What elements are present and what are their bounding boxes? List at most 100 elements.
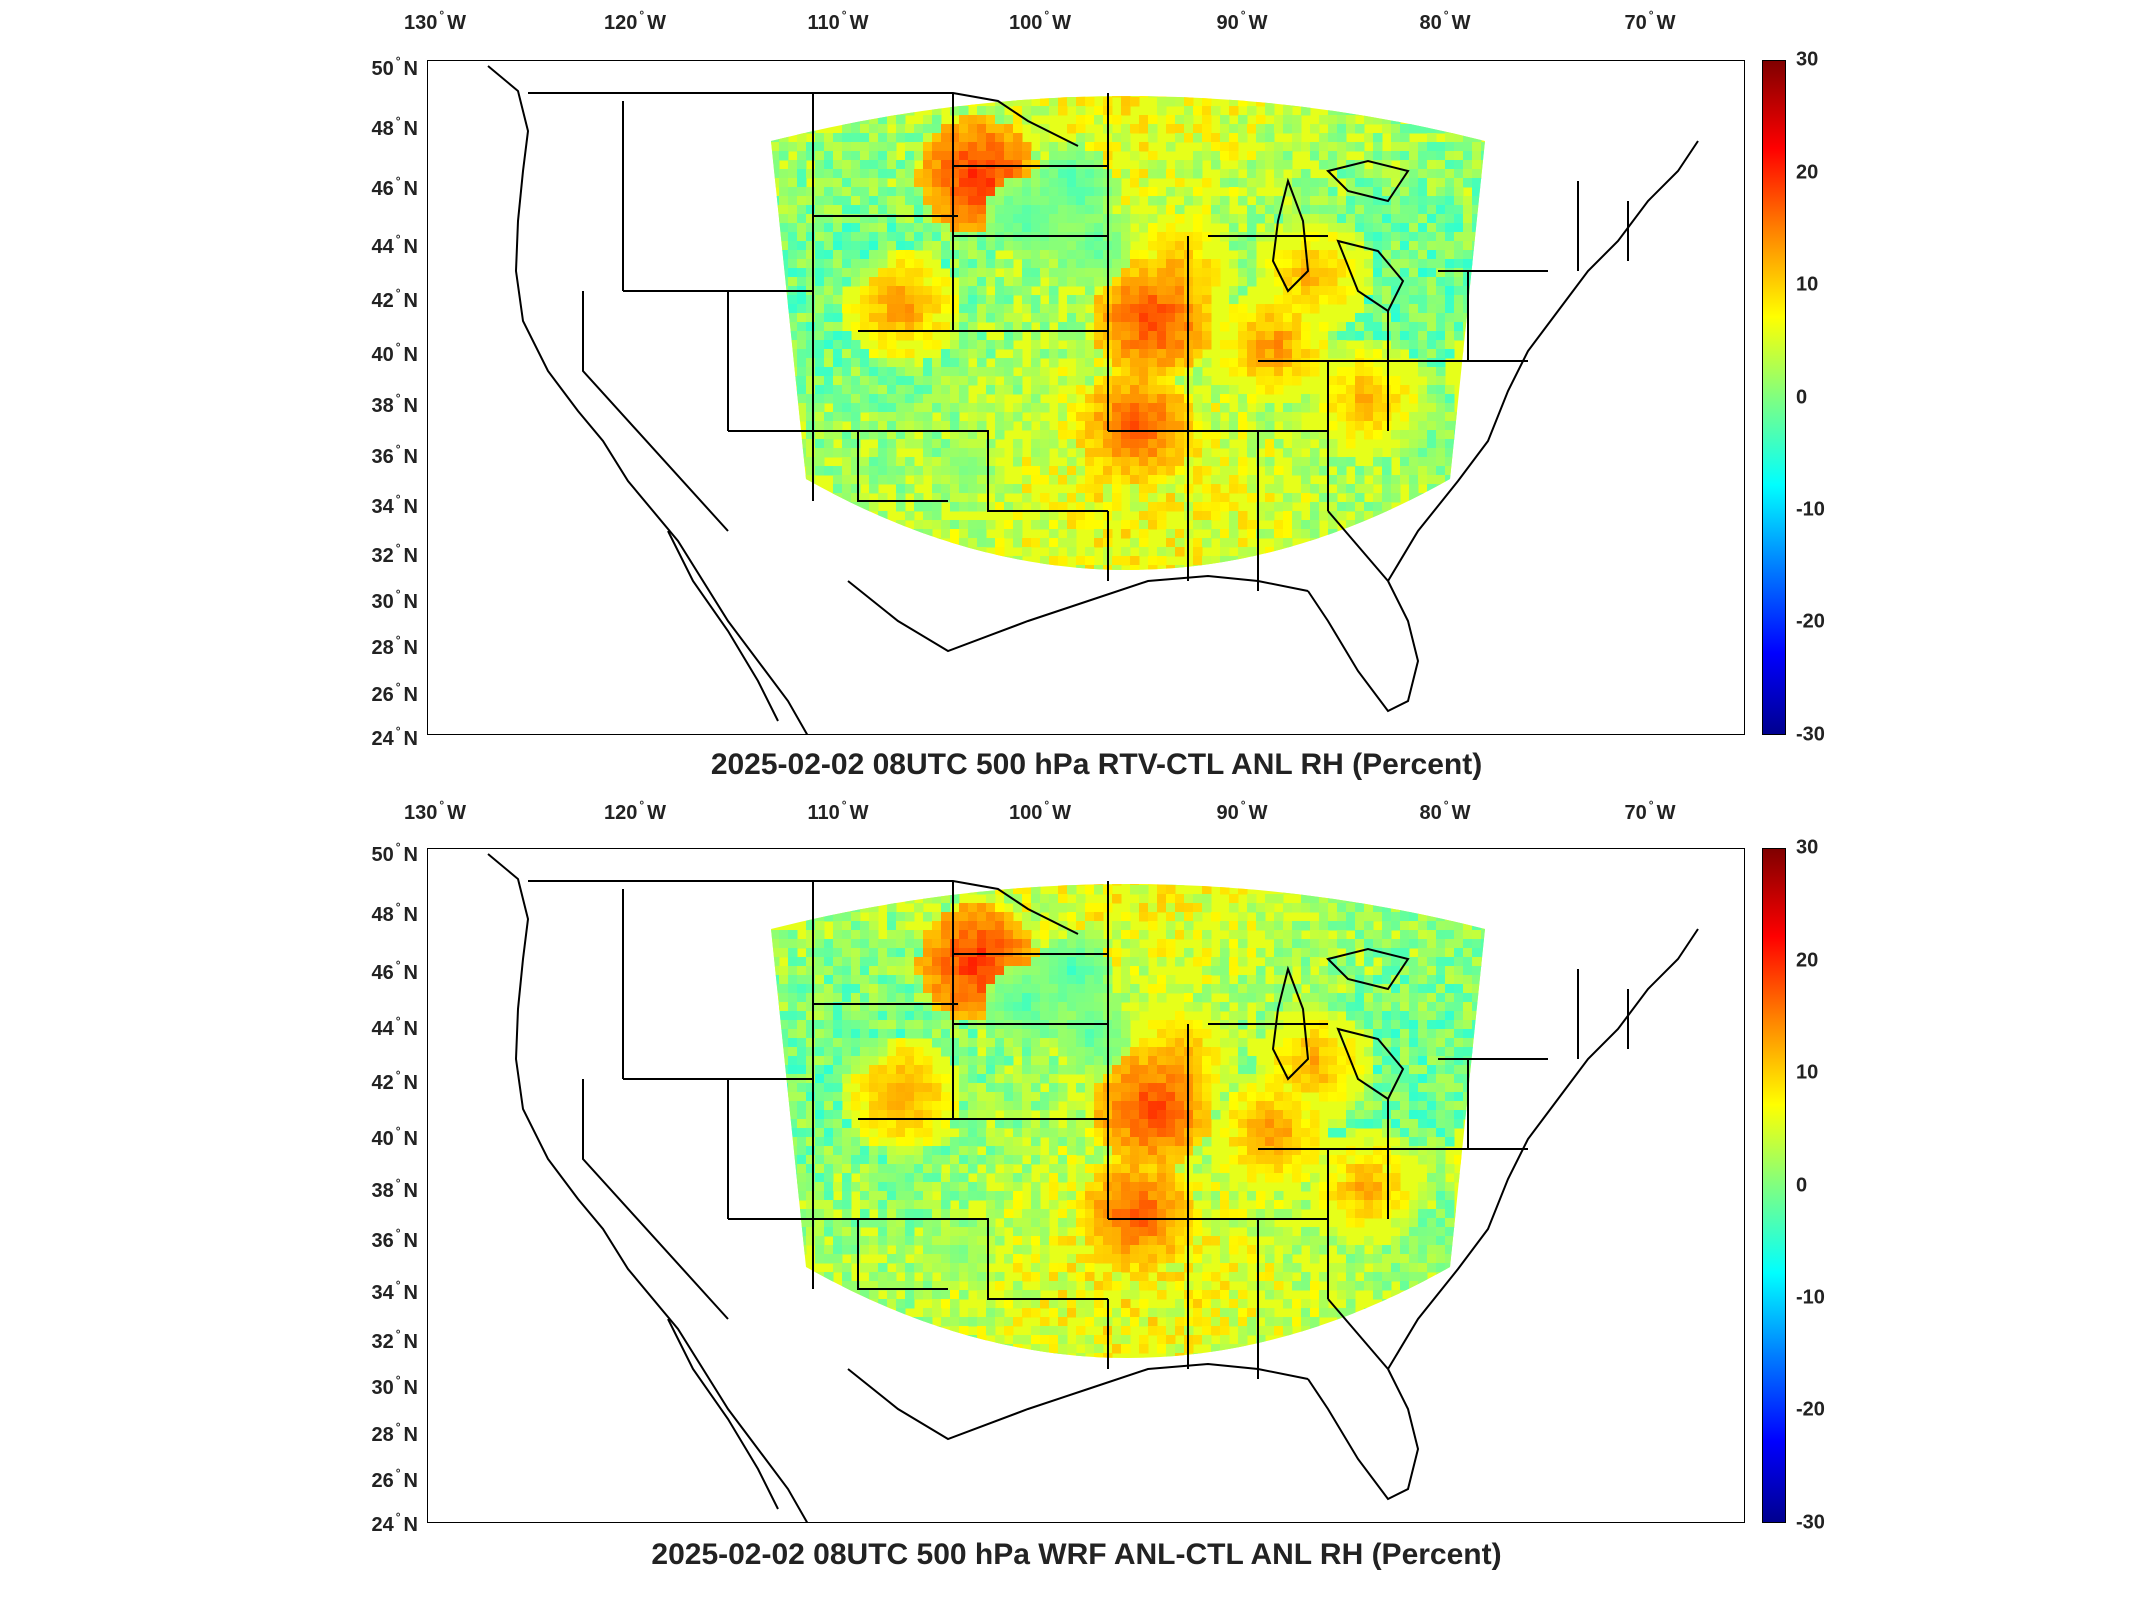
lat-value: 44 <box>371 236 394 258</box>
lat-suffix: N <box>403 446 418 468</box>
map-svg <box>487 65 1699 734</box>
lat-value: 48 <box>371 904 394 926</box>
degree-symbol: ° <box>1648 798 1654 812</box>
colorbar-tick-label: -20 <box>1796 1398 1825 1421</box>
lat-suffix: N <box>403 684 418 706</box>
colorbar-tick-label: 10 <box>1796 1061 1819 1084</box>
lon-tick-label: 130 ° W <box>404 798 466 825</box>
lat-value: 28 <box>371 1424 394 1446</box>
lat-tick-label: 28 ° N <box>338 1420 418 1447</box>
lat-tick-label: 50 ° N <box>338 840 418 867</box>
lat-suffix: N <box>403 904 418 926</box>
colorbar-tick-label: -20 <box>1796 610 1825 633</box>
boundary-line <box>1271 965 1310 1081</box>
degree-symbol: ° <box>395 1420 401 1434</box>
lon-suffix: W <box>1656 12 1676 34</box>
degree-symbol: ° <box>395 633 401 647</box>
degree-symbol: ° <box>395 1327 401 1341</box>
boundary-line <box>1387 928 1699 1370</box>
lat-suffix: N <box>403 1424 418 1446</box>
boundary-line <box>582 291 729 532</box>
lon-value: 120 <box>603 802 638 824</box>
rh-difference-field <box>771 884 1485 1358</box>
degree-symbol: ° <box>395 1068 401 1082</box>
boundary-line <box>847 574 1309 653</box>
degree-symbol: ° <box>395 1510 401 1524</box>
boundary-line <box>1327 1298 1389 1370</box>
lat-tick-label: 46 ° N <box>338 958 418 985</box>
lat-tick-label: 34 ° N <box>338 1278 418 1305</box>
boundary-line <box>1307 580 1420 713</box>
lat-tick-label: 24 ° N <box>338 724 418 751</box>
boundary-line <box>847 1362 1309 1441</box>
lat-suffix: N <box>403 962 418 984</box>
lon-value: 70 <box>1624 802 1647 824</box>
degree-symbol: ° <box>395 340 401 354</box>
lat-suffix: N <box>403 1072 418 1094</box>
boundary-line <box>858 430 1108 512</box>
lon-tick-label: 120 ° W <box>604 8 666 35</box>
lon-value: 70 <box>1624 12 1647 34</box>
map-panel-top: 130 ° W 120 ° W 110 ° W 100 ° W 90 ° W 80 ° W 70 ° W 50 ° N 48 °… <box>338 8 1825 781</box>
boundary-line <box>487 65 809 734</box>
lon-suffix: W <box>1052 12 1072 34</box>
lon-tick-label: 80 ° W <box>1420 798 1471 825</box>
lat-suffix: N <box>403 118 418 140</box>
lon-suffix: W <box>849 12 869 34</box>
boundary-line <box>1336 239 1405 313</box>
colorbar-tick-label: -30 <box>1796 723 1825 746</box>
lon-value: 80 <box>1419 12 1442 34</box>
map-title: 2025-02-02 08UTC 500 hPa WRF ANL-CTL ANL… <box>651 1538 1502 1571</box>
lon-tick-label: 100 ° W <box>1009 8 1071 35</box>
lon-value: 90 <box>1216 12 1239 34</box>
degree-symbol: ° <box>395 840 401 854</box>
lat-value: 48 <box>371 118 394 140</box>
lat-tick-label: 38 ° N <box>338 1176 418 1203</box>
colorbar <box>1762 60 1786 735</box>
lat-tick-label: 44 ° N <box>338 232 418 259</box>
lon-suffix: W <box>1248 802 1268 824</box>
lon-tick-label: 90 ° W <box>1217 798 1268 825</box>
degree-symbol: ° <box>1443 798 1449 812</box>
lat-suffix: N <box>403 290 418 312</box>
lat-suffix: N <box>403 545 418 567</box>
lat-tick-label: 30 ° N <box>338 1373 418 1400</box>
degree-symbol: ° <box>395 286 401 300</box>
boundary-line <box>667 1318 779 1510</box>
lat-value: 34 <box>371 1282 394 1304</box>
lat-value: 42 <box>371 1072 394 1094</box>
lat-value: 26 <box>371 684 394 706</box>
degree-symbol: ° <box>395 724 401 738</box>
lat-suffix: N <box>403 58 418 80</box>
boundary-line <box>667 530 779 722</box>
map-area <box>427 60 1745 735</box>
lat-tick-label: 46 ° N <box>338 174 418 201</box>
lat-suffix: N <box>403 1282 418 1304</box>
map-area <box>427 848 1745 1523</box>
lat-suffix: N <box>403 1331 418 1353</box>
boundary-line <box>487 853 809 1522</box>
lat-suffix: N <box>403 1514 418 1536</box>
lat-suffix: N <box>403 1018 418 1040</box>
map-svg <box>487 853 1699 1522</box>
lon-value: 80 <box>1419 802 1442 824</box>
degree-symbol: ° <box>1044 8 1050 22</box>
lon-suffix: W <box>1451 12 1471 34</box>
lat-value: 38 <box>371 395 394 417</box>
colorbar-tick-label: 30 <box>1796 836 1819 859</box>
lon-suffix: W <box>647 12 667 34</box>
lat-suffix: N <box>403 728 418 750</box>
degree-symbol: ° <box>1240 798 1246 812</box>
degree-symbol: ° <box>395 958 401 972</box>
lat-tick-label: 26 ° N <box>338 680 418 707</box>
lat-value: 36 <box>371 446 394 468</box>
lon-tick-label: 130 ° W <box>404 8 466 35</box>
degree-symbol: ° <box>395 492 401 506</box>
lon-value: 130 <box>403 802 438 824</box>
lat-value: 36 <box>371 1230 394 1252</box>
degree-symbol: ° <box>1648 8 1654 22</box>
coastlines-and-borders <box>487 65 1699 734</box>
degree-symbol: ° <box>395 1226 401 1240</box>
lat-suffix: N <box>403 1230 418 1252</box>
lon-suffix: W <box>647 802 667 824</box>
